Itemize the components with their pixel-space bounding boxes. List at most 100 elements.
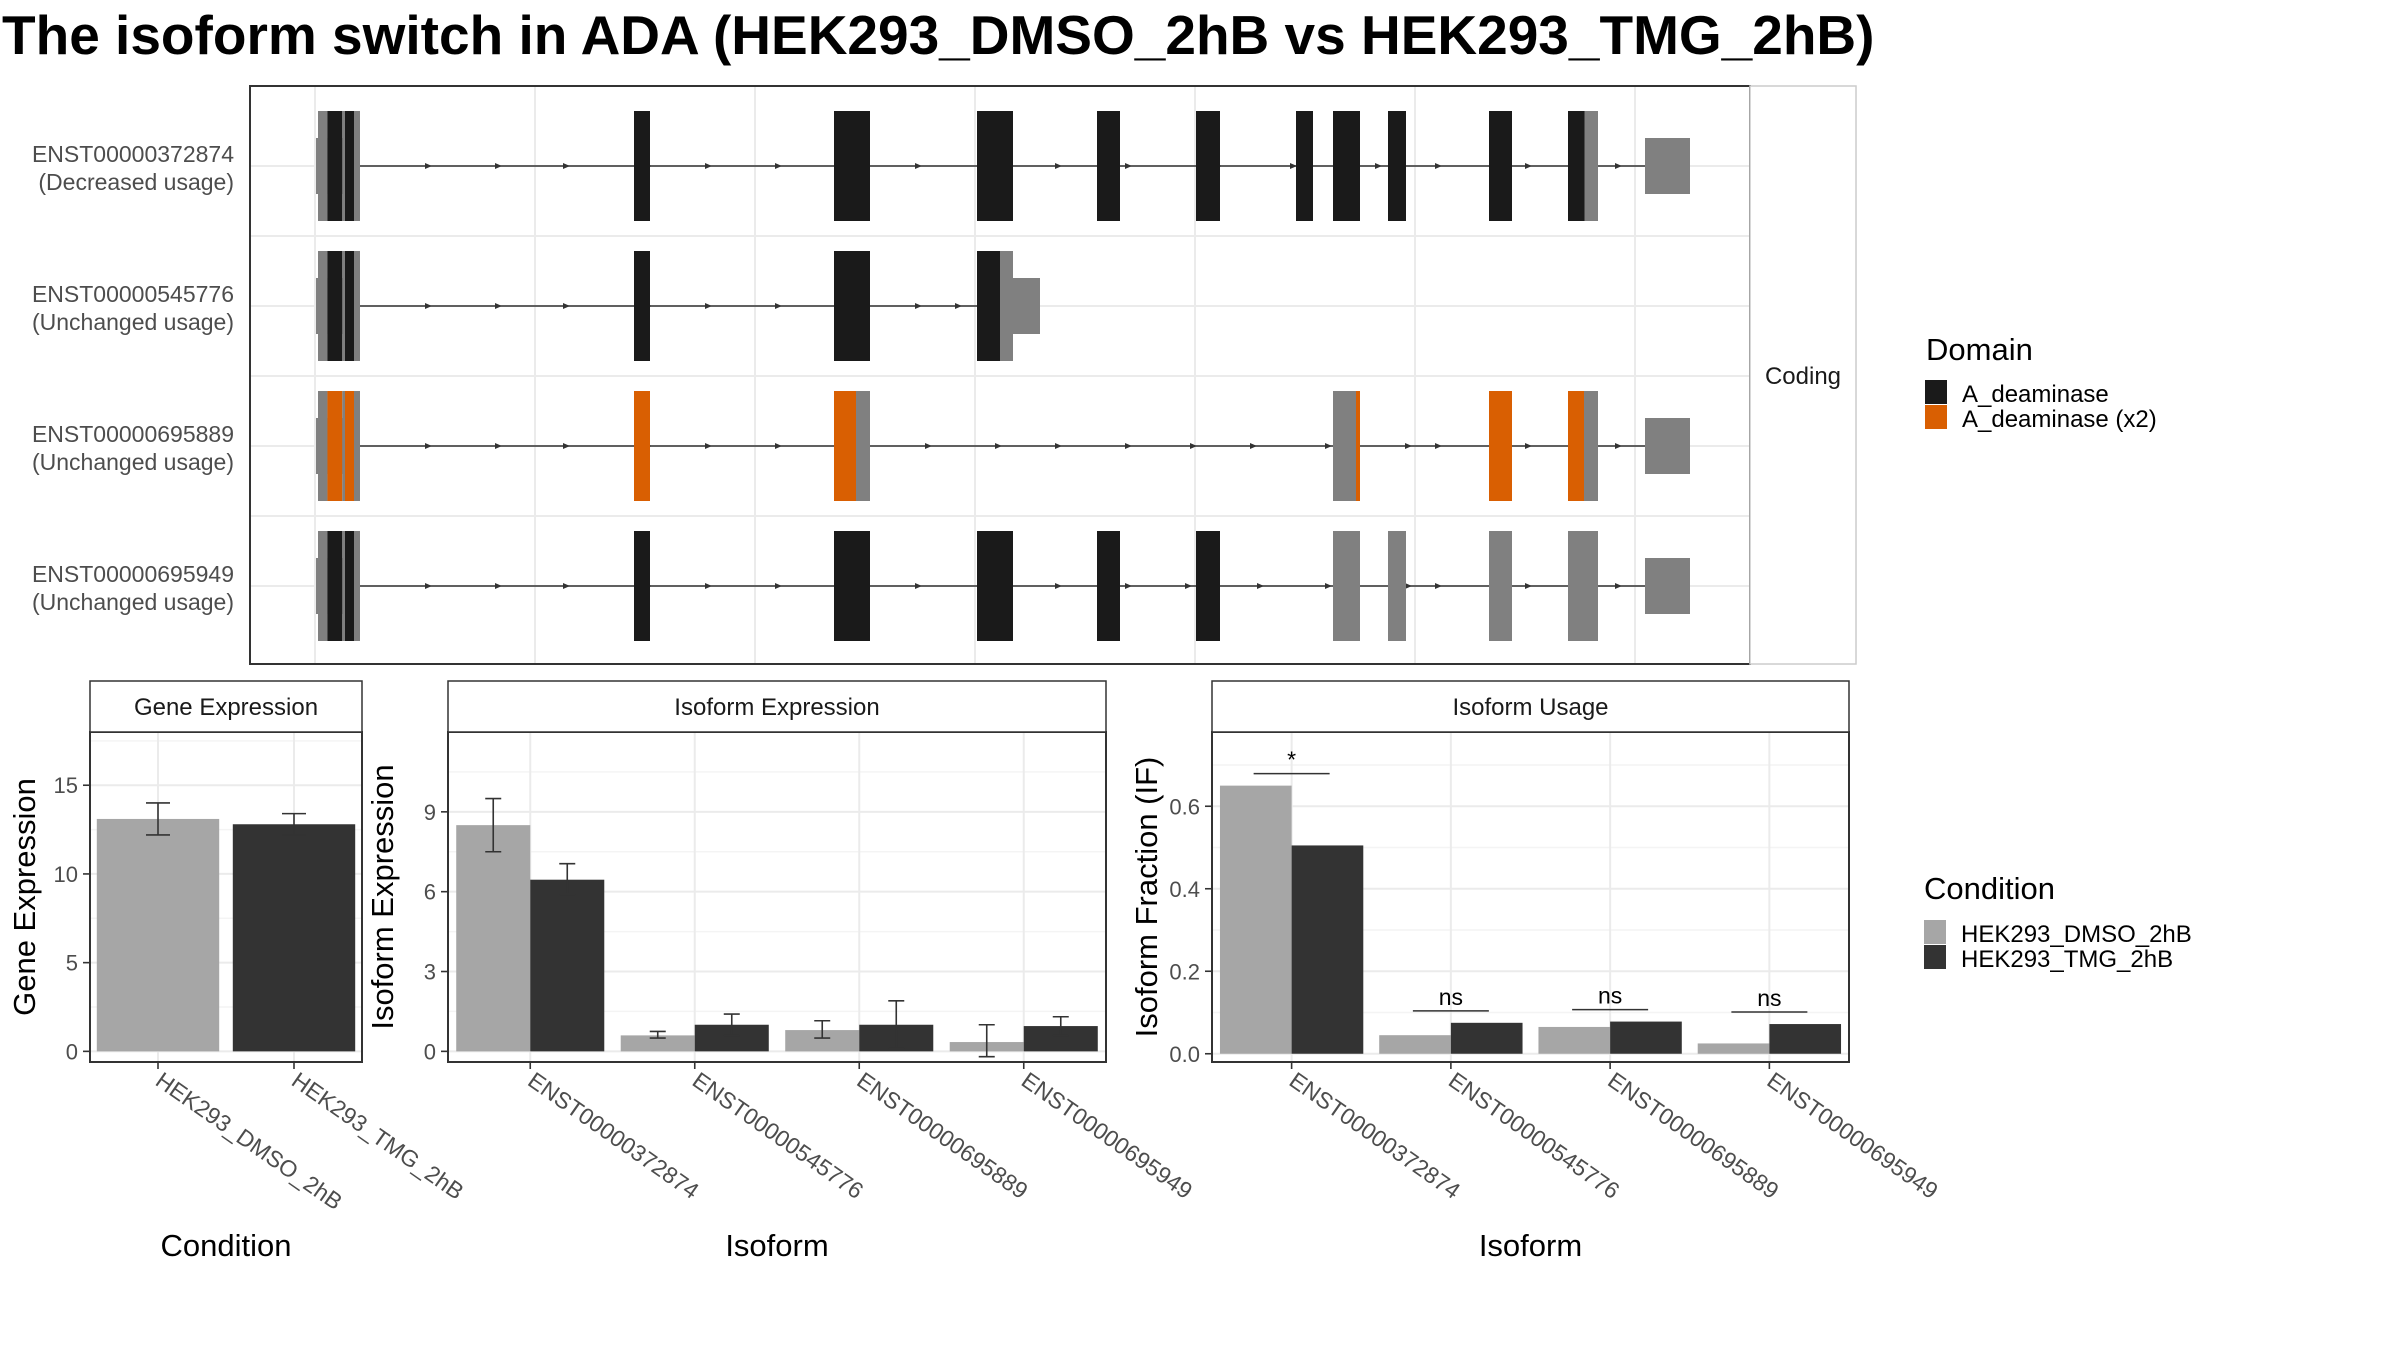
- transcript-structure-panel: ENST00000372874(Decreased usage)ENST0000…: [32, 85, 1857, 665]
- exon-segment: [342, 251, 345, 361]
- bar: [1379, 1035, 1451, 1054]
- y-tick-label: 0.6: [1169, 794, 1200, 819]
- exon-segment: [318, 531, 328, 641]
- exon-segment: [1489, 111, 1512, 221]
- exon-segment: [834, 531, 870, 641]
- exon-segment: [1388, 111, 1406, 221]
- strand-arrow: [563, 163, 570, 169]
- strand-arrow: [775, 303, 782, 309]
- isoform-row-label-usage: (Unchanged usage): [32, 589, 234, 615]
- exon-segment: [1333, 111, 1360, 221]
- exon-segment: [327, 251, 343, 361]
- strand-arrow: [425, 583, 432, 589]
- exon-segment: [834, 111, 870, 221]
- x-tick-label: ENST00000372874: [1285, 1067, 1466, 1204]
- utr-block: [1645, 558, 1690, 614]
- strand-arrow: [1525, 163, 1532, 169]
- exon-segment: [1097, 111, 1120, 221]
- strand-arrow: [1405, 443, 1412, 449]
- error-bar: [649, 1030, 666, 1039]
- strand-arrow: [1525, 443, 1532, 449]
- strand-arrow: [775, 583, 782, 589]
- legend-key-a-deaminase-x2: [1925, 405, 1947, 429]
- isoform-row-label-id: ENST00000695889: [32, 421, 234, 447]
- bar: [1450, 1022, 1523, 1054]
- exon-segment: [354, 391, 360, 501]
- condition-legend-title: Condition: [1924, 871, 2055, 906]
- bar: [96, 818, 220, 1052]
- strand-arrow: [705, 443, 712, 449]
- significance-label: ns: [1439, 984, 1463, 1010]
- domain-legend-title: Domain: [1926, 332, 2033, 367]
- strand-arrow: [705, 583, 712, 589]
- strand-arrow: [1375, 163, 1382, 169]
- x-axis-label: Isoform: [1479, 1228, 1582, 1263]
- isoform-row-label-id: ENST00000695949: [32, 561, 234, 587]
- exon-segment: [834, 251, 870, 361]
- strand-arrow: [705, 163, 712, 169]
- strand-arrow: [1185, 583, 1192, 589]
- bar: [530, 879, 605, 1052]
- strand-arrow: [1325, 443, 1332, 449]
- strand-arrow: [1435, 583, 1442, 589]
- strand-arrow: [775, 163, 782, 169]
- strand-arrow: [1615, 443, 1622, 449]
- utr-block: [1645, 418, 1690, 474]
- bar: [620, 1035, 695, 1052]
- exon-segment: [318, 251, 328, 361]
- y-tick-label: 15: [54, 773, 78, 798]
- exon-segment: [1388, 531, 1406, 641]
- significance-label: ns: [1598, 983, 1622, 1009]
- legend-label-a-deaminase: A_deaminase: [1962, 381, 2109, 408]
- strand-arrow: [1125, 443, 1132, 449]
- condition-legend: Condition HEK293_DMSO_2hB HEK293_TMG_2hB: [1924, 871, 2192, 973]
- strand-arrow: [563, 303, 570, 309]
- exon-segment: [1333, 531, 1360, 641]
- exon-segment: [977, 251, 1000, 361]
- x-tick-label: ENST00000545776: [688, 1067, 868, 1204]
- strand-arrow: [995, 443, 1002, 449]
- exon-segment: [318, 391, 328, 501]
- isoform-row-label-id: ENST00000372874: [32, 141, 234, 167]
- structure-row: ENST00000545776(Unchanged usage): [32, 235, 1750, 361]
- strand-arrow: [955, 303, 962, 309]
- exon-segment: [345, 531, 354, 641]
- bar: [1219, 785, 1292, 1054]
- structure-row: ENST00000372874(Decreased usage): [32, 111, 1750, 221]
- structure-row: ENST00000695889(Unchanged usage): [32, 375, 1750, 501]
- bar: [1697, 1043, 1770, 1054]
- structure-row: ENST00000695949(Unchanged usage): [32, 515, 1750, 641]
- exon-segment: [327, 391, 343, 501]
- exon-segment: [634, 531, 650, 641]
- bar: [456, 825, 531, 1052]
- exon-segment: [354, 531, 360, 641]
- exon-segment: [318, 111, 328, 221]
- x-tick-label: ENST00000695889: [852, 1067, 1032, 1204]
- error-bar: [146, 802, 170, 836]
- x-tick-label: ENST00000372874: [523, 1067, 704, 1204]
- strand-arrow: [1290, 163, 1297, 169]
- error-bar: [723, 1013, 740, 1037]
- isoform-row-label-usage: (Unchanged usage): [32, 449, 234, 475]
- strand-arrow: [495, 303, 502, 309]
- strand-arrow: [1055, 163, 1062, 169]
- panel-strip: [447, 680, 1107, 733]
- y-tick-label: 3: [424, 960, 436, 985]
- exon-segment: [1097, 531, 1120, 641]
- exon-segment: [856, 391, 870, 501]
- exon-segment: [1356, 391, 1360, 501]
- strand-arrow: [1615, 163, 1622, 169]
- strand-arrow: [775, 443, 782, 449]
- y-tick-label: 0: [66, 1039, 78, 1064]
- bar: [232, 824, 356, 1052]
- x-axis-label: Isoform: [725, 1228, 828, 1263]
- strand-arrow: [1405, 583, 1412, 589]
- y-axis-label: Gene Expression: [7, 778, 42, 1016]
- strand-arrow: [425, 163, 432, 169]
- significance-label: ns: [1757, 985, 1781, 1011]
- strand-arrow: [563, 443, 570, 449]
- x-tick-label: ENST00000695949: [1017, 1067, 1197, 1204]
- error-bar: [978, 1023, 995, 1058]
